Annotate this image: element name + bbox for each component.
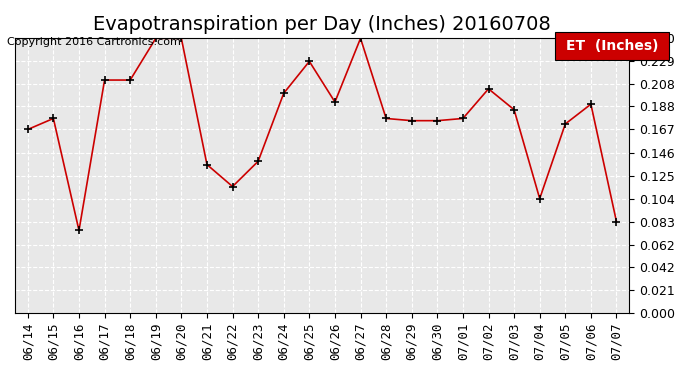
Text: ET  (Inches): ET (Inches) (566, 39, 659, 53)
Title: Evapotranspiration per Day (Inches) 20160708: Evapotranspiration per Day (Inches) 2016… (93, 15, 551, 34)
Text: Copyright 2016 Cartronics.com: Copyright 2016 Cartronics.com (7, 37, 181, 47)
